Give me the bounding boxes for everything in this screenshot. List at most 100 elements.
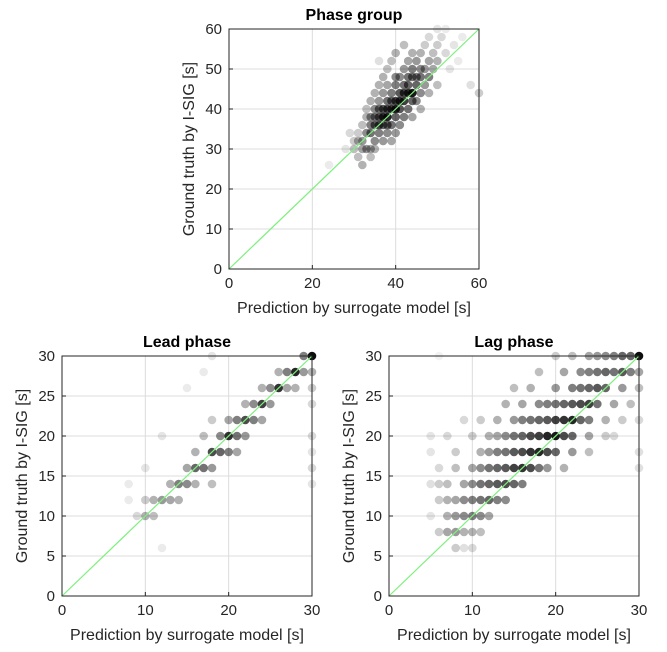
data-point: [441, 48, 450, 58]
y-tick-label: 0: [47, 588, 55, 605]
data-point: [443, 431, 452, 441]
data-point: [476, 415, 485, 425]
data-point: [509, 415, 519, 425]
y-tick-label: 40: [205, 101, 222, 118]
data-point: [459, 511, 469, 521]
x-tick-label: 10: [464, 602, 481, 619]
x-tick-label: 20: [304, 275, 321, 292]
data-point: [266, 399, 275, 409]
data-point: [509, 383, 519, 393]
data-point: [584, 367, 594, 377]
data-point: [378, 88, 388, 98]
data-point: [445, 64, 455, 74]
y-tick-label: 15: [365, 468, 382, 485]
data-point: [451, 495, 460, 505]
data-point: [141, 463, 150, 473]
data-point: [501, 447, 510, 457]
data-point: [383, 128, 392, 138]
data-point: [584, 415, 594, 425]
data-point: [395, 104, 405, 114]
data-point: [559, 431, 569, 441]
data-point: [149, 511, 158, 521]
data-point: [509, 431, 519, 441]
x-axis-label: Prediction by surrogate model [s]: [70, 627, 304, 644]
data-point: [391, 128, 400, 138]
data-point: [476, 479, 485, 489]
data-point: [426, 479, 435, 489]
data-point: [141, 495, 150, 505]
x-tick-label: 60: [471, 275, 488, 292]
data-point: [408, 96, 417, 106]
data-point: [609, 399, 619, 409]
data-point: [449, 40, 459, 50]
x-tick-label: 40: [387, 275, 404, 292]
data-point: [370, 144, 380, 154]
data-point: [451, 511, 460, 521]
data-point: [593, 399, 602, 409]
data-point: [191, 479, 200, 489]
data-point: [378, 72, 388, 82]
data-point: [358, 120, 367, 130]
data-point: [420, 80, 430, 90]
data-point: [241, 399, 250, 409]
data-point: [526, 447, 535, 457]
data-point: [403, 104, 413, 114]
data-point: [391, 72, 400, 82]
data-point: [391, 112, 400, 122]
y-tick-label: 50: [205, 61, 222, 78]
data-point: [534, 415, 544, 425]
data-point: [383, 64, 392, 74]
data-point: [476, 463, 485, 473]
x-axis-label: Prediction by surrogate model [s]: [237, 300, 471, 317]
data-point: [387, 120, 396, 130]
data-point: [493, 431, 502, 441]
y-tick-label: 5: [47, 548, 55, 565]
data-point: [349, 136, 359, 146]
data-point: [601, 367, 610, 377]
y-tick-label: 60: [205, 21, 222, 38]
data-point: [299, 367, 308, 377]
data-point: [618, 383, 627, 393]
data-point: [568, 431, 577, 441]
data-point: [493, 447, 502, 457]
data-point: [174, 495, 183, 505]
data-point: [526, 415, 535, 425]
data-point: [593, 383, 602, 393]
data-point: [434, 527, 444, 537]
data-point: [424, 88, 434, 98]
data-point: [166, 495, 175, 505]
data-point: [416, 72, 425, 82]
data-point: [424, 56, 434, 66]
data-point: [458, 32, 467, 42]
data-point: [374, 56, 384, 66]
data-point: [468, 479, 477, 489]
data-point: [518, 431, 527, 441]
data-point: [484, 479, 494, 489]
data-point: [501, 399, 510, 409]
data-point: [493, 495, 502, 505]
data-point: [408, 48, 417, 58]
data-point: [366, 96, 375, 106]
data-point: [366, 152, 375, 162]
data-point: [534, 399, 544, 409]
data-point: [370, 136, 380, 146]
data-point: [626, 367, 635, 377]
data-point: [358, 160, 367, 170]
data-point: [526, 383, 535, 393]
data-point: [459, 415, 469, 425]
data-point: [149, 495, 158, 505]
data-point: [399, 40, 409, 50]
data-point: [241, 431, 250, 441]
data-point: [518, 399, 527, 409]
data-point: [451, 543, 460, 553]
data-point: [362, 104, 371, 114]
data-point: [451, 463, 460, 473]
data-point: [387, 136, 396, 146]
data-point: [551, 415, 560, 425]
data-point: [509, 447, 519, 457]
data-point: [191, 447, 200, 457]
data-point: [609, 367, 619, 377]
data-point: [387, 56, 396, 66]
data-point: [282, 383, 292, 393]
data-point: [584, 431, 594, 441]
